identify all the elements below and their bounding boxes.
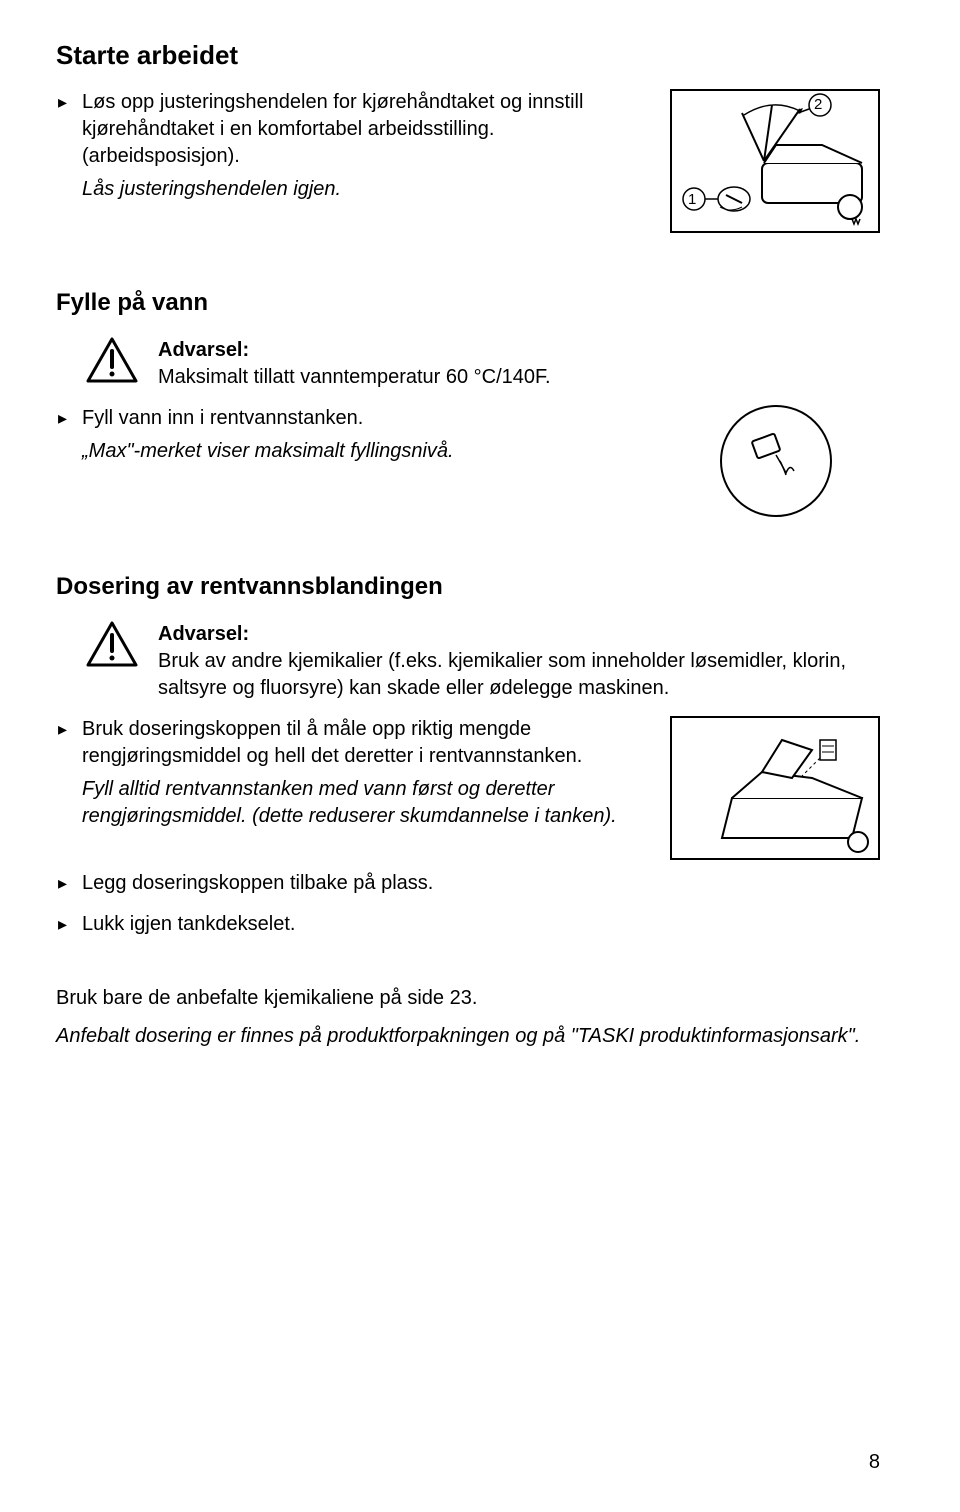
warning-body: Maksimalt tillatt vanntemperatur 60 °C/1… — [158, 366, 551, 388]
list-item: Lukk igjen tankdekselet. — [82, 911, 880, 938]
figure-dosing — [670, 716, 880, 860]
warning-label: Advarsel: — [158, 337, 880, 364]
warning-icon — [86, 621, 138, 669]
section1-row: Løs opp justeringshendelen for kjørehånd… — [56, 89, 880, 233]
section1-note: Lås justeringshendelen igjen. — [56, 176, 646, 203]
callout-1: 1 — [688, 191, 696, 208]
section1-bullets: Løs opp justeringshendelen for kjørehånd… — [56, 89, 646, 170]
section2-title: Fylle på vann — [56, 289, 880, 317]
list-item: Løs opp justeringshendelen for kjørehånd… — [82, 89, 646, 170]
figure-water-fill — [720, 405, 832, 517]
footer-line2: Anfebalt dosering er finnes på produktfo… — [56, 1022, 880, 1050]
section3-bullets2: Legg doseringskoppen tilbake på plass. L… — [56, 870, 880, 938]
footer-line1: Bruk bare de anbefalte kjemikaliene på s… — [56, 984, 880, 1012]
list-item: Bruk doseringskoppen til å måle opp rikt… — [82, 716, 646, 770]
section1-title: Starte arbeidet — [56, 40, 880, 71]
section2-note: „Max"-merket viser maksimalt fyllingsniv… — [56, 438, 696, 465]
page-number: 8 — [869, 1451, 880, 1474]
section3-title: Dosering av rentvannsblandingen — [56, 573, 880, 601]
section3-row: Bruk doseringskoppen til å måle opp rikt… — [56, 716, 880, 860]
warning-label: Advarsel: — [158, 621, 880, 648]
section2-warning: Advarsel: Maksimalt tillatt vanntemperat… — [56, 337, 880, 391]
section3-warning: Advarsel: Bruk av andre kjemikalier (f.e… — [56, 621, 880, 702]
callout-2: 2 — [814, 96, 822, 113]
list-item: Fyll vann inn i rentvannstanken. — [82, 405, 696, 432]
section3-bullets1: Bruk doseringskoppen til å måle opp rikt… — [56, 716, 646, 770]
list-item: Legg doseringskoppen tilbake på plass. — [82, 870, 880, 897]
warning-body: Bruk av andre kjemikalier (f.eks. kjemik… — [158, 650, 846, 699]
warning-icon — [86, 337, 138, 385]
section3-footer: Bruk bare de anbefalte kjemikaliene på s… — [56, 984, 880, 1050]
section2-bullets: Fyll vann inn i rentvannstanken. — [56, 405, 696, 432]
section2-row: Fyll vann inn i rentvannstanken. „Max"-m… — [56, 405, 880, 517]
section3-note: Fyll alltid rentvannstanken med vann før… — [56, 776, 646, 830]
figure-handle-adjust: 1 2 — [670, 89, 880, 233]
